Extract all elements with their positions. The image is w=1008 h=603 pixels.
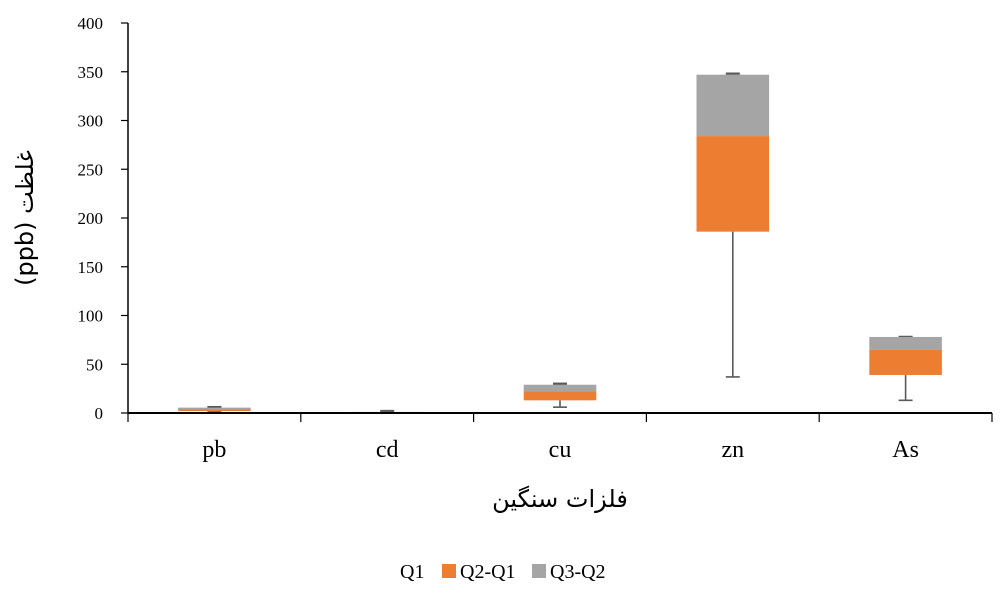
- legend-label-q1: Q1: [400, 561, 424, 583]
- category-label-zn: zn: [721, 437, 744, 463]
- box-q3-q2-as: [869, 336, 942, 350]
- y-tick-label: 0: [95, 404, 104, 423]
- x-axis-title: فلزات سنگین: [492, 485, 628, 513]
- y-axis-title: غلظت (ppb): [11, 150, 39, 286]
- y-tick-label: 300: [78, 112, 104, 131]
- legend-label-q3-q2: Q3-Q2: [550, 561, 606, 583]
- box-q2-q1-zn: [696, 136, 770, 232]
- y-tick-label: 50: [86, 355, 103, 374]
- legend-swatch-q2-q1: [442, 564, 456, 578]
- y-tick-label: 250: [78, 160, 104, 179]
- category-label-cu: cu: [549, 437, 572, 463]
- boxes: [178, 72, 942, 414]
- box-q2-q1-pb: [178, 409, 251, 412]
- y-tick-label: 350: [78, 63, 104, 82]
- box-q3-q2-cu: [523, 384, 597, 392]
- box-q2-q1-cu: [523, 391, 597, 401]
- x-axis-ticks: pb cd cu zn As: [127, 413, 993, 463]
- box-q2-q1-as: [869, 349, 942, 375]
- category-label-as: As: [892, 437, 919, 463]
- legend: Q1 Q2-Q1 Q3-Q2: [400, 561, 606, 583]
- box-q3-q2-zn: [696, 74, 770, 137]
- legend-label-q2-q1: Q2-Q1: [460, 561, 516, 583]
- category-label-cd: cd: [376, 437, 399, 463]
- box-q3-q2-pb: [178, 407, 251, 410]
- y-axis-ticks: 0 50 100 150 200 250 300 350 400: [78, 14, 128, 423]
- y-tick-label: 400: [78, 14, 104, 33]
- category-label-pb: pb: [202, 437, 226, 463]
- legend-swatch-q3-q2: [532, 564, 546, 578]
- y-tick-label: 200: [78, 209, 104, 228]
- y-tick-label: 150: [78, 258, 104, 277]
- y-tick-label: 100: [78, 307, 104, 326]
